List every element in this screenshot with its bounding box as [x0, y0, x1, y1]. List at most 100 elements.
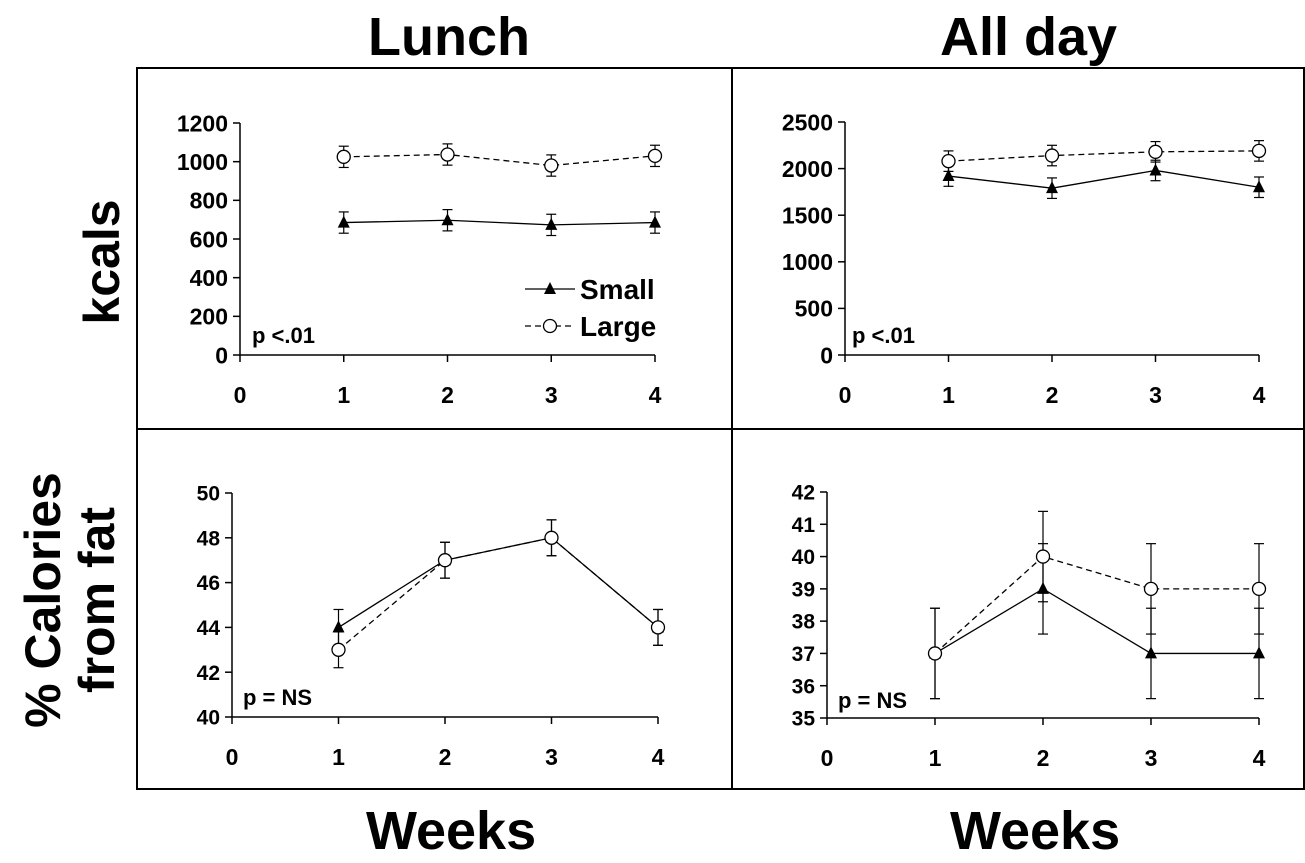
y-tick-label: 39: [792, 578, 815, 601]
series-large-line: [343, 153, 656, 167]
chart-allday_kcals: 0 500 1000 1500 2000 2500 0 1 2 3 4 p <.01: [782, 109, 1267, 408]
y-tick-label: 2500: [782, 109, 833, 135]
y-tick-label: 40: [792, 546, 815, 569]
legend-small-label: Small: [580, 274, 655, 305]
p-value-annotation: p = NS: [243, 685, 312, 710]
point-circle: [1035, 549, 1051, 564]
x-tick-label: 2: [1037, 745, 1050, 771]
point-triangle: [649, 215, 661, 228]
point-circle: [941, 153, 956, 169]
x-tick-label: 2: [439, 744, 452, 770]
x-axis-title-weeks-right: Weeks: [950, 801, 1121, 861]
point-triangle: [1253, 646, 1265, 659]
legend: Small Large: [525, 274, 656, 342]
point-triangle: [1145, 646, 1157, 659]
p-value-annotation: p <.01: [852, 323, 915, 348]
legend-small-marker: [544, 282, 556, 294]
y-tick-label: 1000: [782, 249, 833, 275]
point-triangle: [441, 213, 454, 226]
point-circle: [650, 620, 666, 635]
y-tick-label: 50: [197, 483, 220, 506]
chart-lunch_fat: 40 42 44 46 48 50 0 1 2 3 4 p = NS: [197, 483, 666, 770]
x-tick-label: 1: [332, 744, 345, 770]
point-triangle: [1253, 180, 1265, 193]
x-tick-label: 4: [1253, 382, 1266, 408]
x-tick-label: 4: [652, 744, 665, 770]
y-tick-label: 1000: [177, 149, 228, 175]
x-tick-label: 4: [649, 382, 662, 408]
y-tick-label: 400: [190, 265, 228, 291]
point-circle: [1251, 143, 1267, 159]
legend-large-label: Large: [580, 311, 656, 342]
legend-large-marker: [542, 318, 558, 334]
series-small: [337, 209, 661, 237]
y-tick-label: 46: [197, 572, 220, 595]
point-triangle: [942, 169, 955, 182]
y-tick-label: 0: [215, 342, 228, 368]
y-tick-label: 0: [820, 342, 833, 368]
point-circle: [927, 646, 943, 661]
y-tick-label: 40: [197, 707, 220, 730]
x-tick-label: 1: [337, 382, 350, 408]
series-small: [332, 519, 664, 646]
series-large-line: [934, 555, 1259, 654]
column-title-all-day: All day: [940, 7, 1118, 67]
x-tick-label: 1: [942, 382, 955, 408]
point-circle: [437, 553, 453, 568]
y-tick-label: 37: [792, 643, 815, 666]
point-circle: [336, 149, 351, 164]
x-tick-label: 0: [821, 745, 834, 771]
point-circle: [544, 530, 559, 545]
series-large-line: [948, 150, 1260, 162]
series-large: [941, 140, 1267, 172]
chart-allday_fat: 35 36 37 38 39 40 41 42 0 1 2 3 4 p = NS: [792, 482, 1267, 771]
x-tick-label: 0: [226, 744, 239, 770]
x-tick-label: 3: [545, 744, 558, 770]
y-tick-label: 42: [197, 662, 220, 685]
point-triangle: [1046, 181, 1058, 194]
x-tick-label: 1: [929, 745, 942, 771]
series-small: [942, 159, 1265, 200]
point-circle: [544, 158, 559, 173]
series-large: [927, 510, 1267, 700]
x-axis-title-weeks-left: Weeks: [366, 801, 537, 861]
y-tick-label: 800: [190, 188, 228, 214]
series-small-line: [338, 537, 659, 628]
point-circle: [1251, 581, 1267, 597]
point-circle: [440, 147, 455, 162]
chart-lunch_kcals: 0 200 400 600 800 1000 1200 0 1 2 3 4 p <.01 Small Lar…: [177, 110, 663, 408]
horizontal-divider: [136, 428, 1305, 430]
point-circle: [1143, 581, 1159, 597]
x-tick-label: 4: [1253, 745, 1266, 771]
series-large: [336, 143, 663, 177]
series-small: [929, 543, 1265, 700]
point-circle: [1044, 148, 1060, 163]
x-tick-label: 0: [234, 382, 247, 408]
x-tick-label: 2: [441, 382, 454, 408]
point-triangle: [337, 215, 350, 228]
y-tick-label: 38: [792, 611, 816, 634]
series-large: [331, 519, 666, 669]
series-large-line: [338, 537, 659, 651]
p-value-annotation: p <.01: [252, 323, 315, 348]
point-triangle: [545, 217, 558, 230]
point-triangle: [332, 620, 345, 633]
series-small-line: [948, 169, 1260, 189]
y-tick-label: 500: [795, 296, 833, 322]
y-tick-label: 48: [197, 527, 221, 550]
y-tick-label: 2000: [782, 156, 833, 182]
x-tick-label: 3: [1149, 382, 1162, 408]
x-tick-label: 2: [1046, 382, 1059, 408]
y-tick-label: 200: [190, 304, 228, 330]
point-circle: [331, 642, 346, 657]
point-triangle: [1149, 163, 1162, 176]
series-small-line: [343, 219, 656, 226]
y-tick-label: 42: [792, 482, 815, 505]
y-tick-label: 44: [197, 617, 221, 640]
y-tick-label: 35: [792, 708, 816, 731]
y-tick-label: 1200: [177, 110, 228, 136]
point-circle: [647, 148, 663, 164]
y-tick-label: 600: [190, 226, 228, 252]
point-circle: [1148, 144, 1163, 159]
